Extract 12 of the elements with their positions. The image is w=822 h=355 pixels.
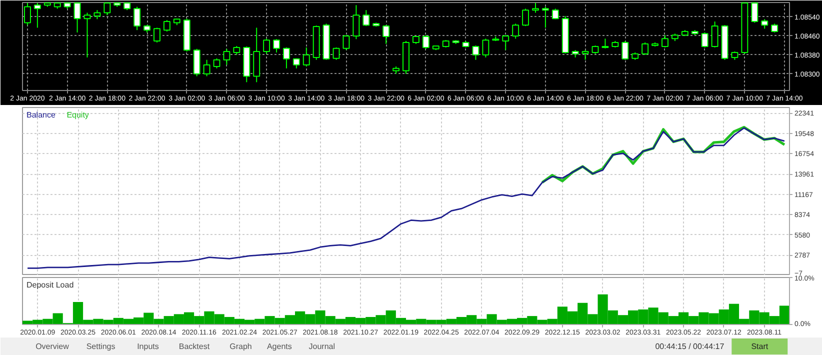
text: 00:44:15 / 00:44:17: [655, 342, 725, 351]
text: Equity: [66, 110, 89, 120]
text: Settings: [86, 342, 116, 351]
text: Balance: [26, 110, 56, 120]
text: Inputs: [137, 342, 159, 351]
text: Overview: [36, 342, 70, 351]
text: Start: [751, 342, 769, 351]
text: Agents: [266, 342, 292, 351]
text: Journal: [308, 342, 336, 351]
chart-title: Deposit Load: [26, 280, 74, 290]
text: Backtest: [178, 342, 210, 351]
text: Graph: [230, 342, 252, 351]
